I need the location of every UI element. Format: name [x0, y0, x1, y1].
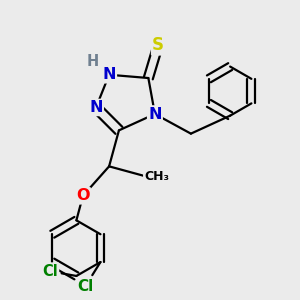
Text: N: N: [102, 67, 116, 82]
Text: Cl: Cl: [42, 263, 58, 278]
Text: N: N: [89, 100, 103, 115]
Text: CH₃: CH₃: [144, 170, 169, 183]
Text: Cl: Cl: [78, 279, 94, 294]
Text: H: H: [87, 54, 99, 69]
Text: S: S: [152, 36, 164, 54]
Text: N: N: [148, 106, 162, 122]
Text: O: O: [76, 188, 90, 203]
